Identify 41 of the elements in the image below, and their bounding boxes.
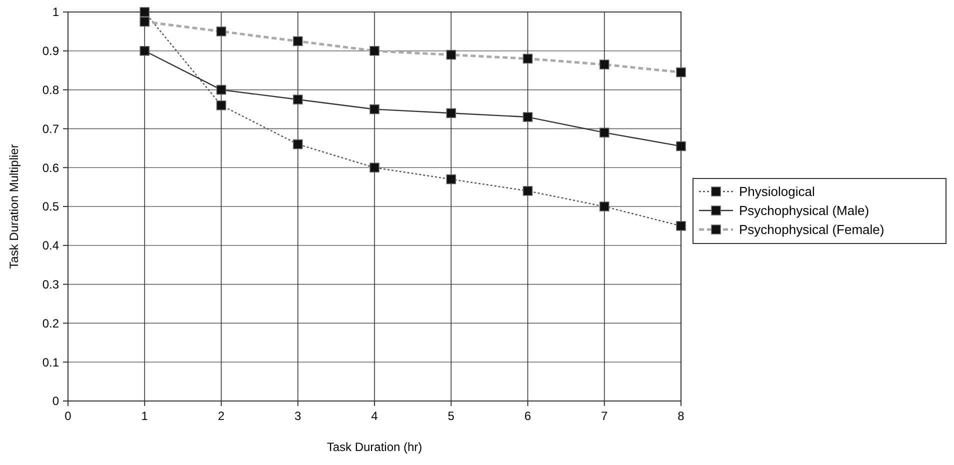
point [599, 128, 610, 138]
y-tick-label: 1 [52, 5, 60, 20]
point [446, 174, 456, 184]
point [292, 94, 303, 104]
y-tick-label: 0 [52, 394, 60, 408]
x-tick-label: 4 [371, 409, 378, 423]
y-tick-label: 0.2 [42, 316, 60, 330]
point [676, 141, 686, 152]
legend-label: Physiological [739, 184, 815, 200]
x-tick-label: 0 [64, 409, 72, 423]
y-tick-label: 0.1 [42, 355, 60, 370]
point [522, 112, 533, 122]
point [446, 108, 456, 118]
legend-label: Psychophysical (Female) [739, 222, 884, 238]
y-tick-label: 0.3 [42, 278, 60, 292]
x-tick-label: 1 [141, 409, 148, 423]
point [676, 221, 686, 231]
point [522, 186, 533, 196]
point [216, 84, 226, 95]
point [216, 100, 226, 110]
y-tick-label: 0.8 [42, 83, 60, 97]
x-axis-title: Task Duration (hr) [326, 440, 422, 454]
point [370, 104, 380, 114]
point [140, 46, 150, 56]
x-tick-label: 6 [524, 409, 532, 423]
x-tick-label: 5 [448, 409, 455, 423]
point [370, 162, 380, 172]
y-tick-label: 0.9 [42, 44, 60, 58]
point [599, 202, 610, 212]
point [140, 7, 150, 17]
y-tick-label: 0.5 [42, 200, 60, 214]
x-tick-label: 3 [294, 409, 302, 423]
x-tick-label: 7 [601, 409, 608, 423]
x-tick-label: 2 [218, 409, 225, 423]
legend-label: Psychophysical (Male) [739, 203, 870, 218]
y-axis-title: Task Duration Multiplier [7, 144, 21, 269]
y-tick-label: 0.4 [42, 238, 60, 253]
point [292, 139, 303, 150]
x-tick-label: 8 [678, 409, 685, 423]
y-tick-label: 0.7 [42, 122, 60, 136]
y-tick-label: 0.6 [42, 160, 60, 175]
